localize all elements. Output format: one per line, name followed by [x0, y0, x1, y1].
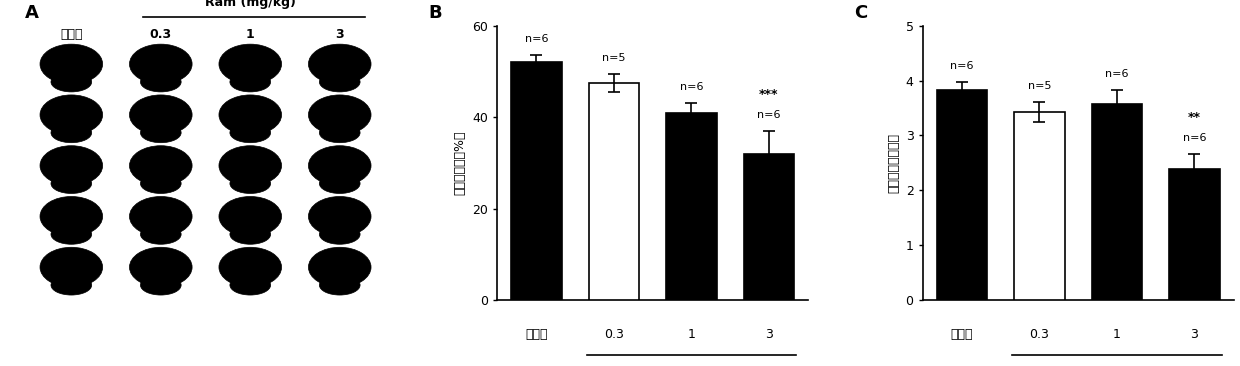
Ellipse shape	[320, 275, 360, 295]
Text: n=6: n=6	[950, 61, 973, 71]
Ellipse shape	[229, 224, 270, 244]
Ellipse shape	[140, 173, 181, 194]
Bar	[1169, 169, 1220, 300]
Text: 对照组: 对照组	[60, 29, 83, 41]
Text: 1: 1	[246, 29, 254, 41]
Y-axis label: 动物神经展开评分: 动物神经展开评分	[887, 133, 900, 193]
Text: 0.3: 0.3	[1029, 328, 1049, 341]
Text: 3: 3	[1190, 328, 1198, 341]
Ellipse shape	[140, 224, 181, 244]
Ellipse shape	[229, 123, 270, 143]
Ellipse shape	[140, 275, 181, 295]
Ellipse shape	[320, 123, 360, 143]
Text: B: B	[429, 4, 443, 22]
Ellipse shape	[40, 44, 103, 84]
Text: 对照组: 对照组	[525, 328, 548, 341]
Ellipse shape	[309, 95, 371, 135]
Ellipse shape	[140, 72, 181, 92]
Ellipse shape	[309, 44, 371, 84]
Text: n=6: n=6	[680, 82, 703, 92]
Bar	[1091, 104, 1142, 300]
Text: n=6: n=6	[1105, 69, 1128, 79]
Ellipse shape	[140, 123, 181, 143]
Ellipse shape	[129, 146, 192, 186]
Ellipse shape	[129, 247, 192, 287]
Text: 1: 1	[1114, 328, 1121, 341]
Text: n=6: n=6	[1183, 133, 1207, 143]
Bar	[744, 154, 794, 300]
Text: 对照组: 对照组	[951, 328, 973, 341]
Text: Ram (mg/kg): Ram (mg/kg)	[205, 0, 295, 9]
Text: n=6: n=6	[758, 110, 781, 120]
Text: n=6: n=6	[525, 34, 548, 44]
Ellipse shape	[129, 44, 192, 84]
Bar	[511, 62, 562, 300]
Ellipse shape	[320, 72, 360, 92]
Text: C: C	[854, 4, 868, 22]
Ellipse shape	[320, 173, 360, 194]
Ellipse shape	[40, 197, 103, 236]
Ellipse shape	[309, 247, 371, 287]
Ellipse shape	[219, 247, 281, 287]
Ellipse shape	[219, 197, 281, 236]
Ellipse shape	[309, 197, 371, 236]
Text: n=5: n=5	[603, 53, 626, 63]
Ellipse shape	[40, 146, 103, 186]
Text: 3: 3	[765, 328, 773, 341]
Text: A: A	[25, 4, 38, 22]
Y-axis label: 脸梗死体积（%）: 脸梗死体积（%）	[454, 131, 466, 195]
Ellipse shape	[219, 44, 281, 84]
Ellipse shape	[320, 224, 360, 244]
Ellipse shape	[229, 72, 270, 92]
Text: ***: ***	[759, 87, 779, 101]
Ellipse shape	[219, 95, 281, 135]
Ellipse shape	[229, 275, 270, 295]
Ellipse shape	[51, 275, 92, 295]
Ellipse shape	[51, 173, 92, 194]
Ellipse shape	[40, 95, 103, 135]
Ellipse shape	[309, 146, 371, 186]
Text: 0.3: 0.3	[604, 328, 624, 341]
Ellipse shape	[129, 197, 192, 236]
Ellipse shape	[129, 95, 192, 135]
Text: 0.3: 0.3	[150, 29, 172, 41]
Text: **: **	[1188, 111, 1202, 124]
Bar	[589, 83, 639, 300]
Bar	[1014, 112, 1065, 300]
Bar	[936, 90, 987, 300]
Ellipse shape	[40, 247, 103, 287]
Ellipse shape	[229, 173, 270, 194]
Ellipse shape	[51, 123, 92, 143]
Text: 3: 3	[335, 29, 343, 41]
Bar	[666, 112, 717, 300]
Ellipse shape	[51, 72, 92, 92]
Ellipse shape	[51, 224, 92, 244]
Text: 1: 1	[687, 328, 696, 341]
Text: n=5: n=5	[1028, 82, 1052, 92]
Ellipse shape	[219, 146, 281, 186]
